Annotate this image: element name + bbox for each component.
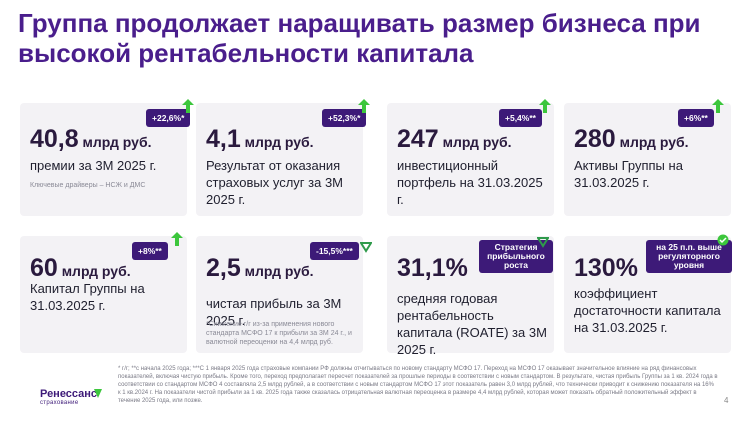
arrow-up-icon (539, 99, 551, 113)
growth-badge: +52,3%* (322, 109, 367, 127)
arrow-up-icon (712, 99, 724, 113)
metric-value: 280 млрд руб. (574, 125, 689, 153)
metric-description: Активы Группы на 31.03.2025 г. (574, 158, 683, 190)
strategy-badge: Стратегия прибыльного роста (479, 240, 553, 273)
growth-badge: +6%** (678, 109, 714, 127)
checkmark-icon (537, 237, 549, 248)
page-title: Группа продолжает наращивать размер бизн… (18, 8, 701, 68)
logo-subtitle: страхование (40, 400, 79, 406)
metric-description: Результат от оказания страховых услуг за… (206, 158, 344, 207)
arrow-up-icon (358, 99, 370, 113)
metric-card-net-profit: -15,5%*** 2,5 млрд руб. чистая прибыль з… (196, 236, 372, 353)
metric-description: средняя годовая рентабельность капитала … (397, 291, 547, 357)
metric-value: 31,1% (397, 254, 468, 282)
arrow-down-icon (360, 242, 372, 253)
metric-card-capital-adequacy: на 25 п.п. выше регуляторного уровня 130… (564, 234, 732, 353)
growth-badge: +8%** (132, 242, 168, 260)
logo-mark-icon (94, 389, 102, 398)
metric-card-roate: Стратегия прибыльного роста 31,1% средня… (387, 236, 554, 357)
metric-card-capital: +8%** 60 млрд руб. Капитал Группы на 31.… (20, 232, 187, 353)
metric-description: коэффициент достаточности капитала на 31… (574, 286, 721, 335)
metric-value: 130% (574, 254, 638, 282)
metric-value: 40,8 млрд руб. (30, 125, 152, 153)
arrow-up-icon (182, 99, 194, 113)
metric-card-assets: +6%** 280 млрд руб. Активы Группы на 31.… (564, 99, 731, 216)
metric-value: 60 млрд руб. (30, 254, 131, 282)
metric-card-premiums: +22,6%* 40,8 млрд руб. премии за 3М 2025… (20, 99, 194, 216)
metric-value: 4,1 млрд руб. (206, 125, 314, 153)
regulatory-badge: на 25 п.п. выше регуляторного уровня (646, 240, 732, 273)
company-logo: Ренессанс страхование (40, 388, 97, 406)
metric-description: премии за 3М 2025 г. (30, 158, 157, 173)
footnote: * г/г; **с начала 2025 года; ***С 1 янва… (118, 366, 718, 404)
page-number: 4 (724, 396, 729, 405)
metric-value: 247 млрд руб. (397, 125, 512, 153)
arrow-up-icon (171, 232, 183, 246)
metric-value: 2,5 млрд руб. (206, 254, 314, 282)
growth-badge: +5,4%** (499, 109, 542, 127)
metric-note: Ключевые драйверы – НСЖ и ДМС (30, 182, 146, 189)
metric-description: Капитал Группы на 31.03.2025 г. (30, 281, 145, 313)
metric-note: *Снижение г/г из-за применения нового ст… (206, 321, 352, 346)
logo-name: Ренессанс (40, 388, 98, 400)
growth-badge: +22,6%* (146, 109, 191, 127)
metric-description: инвестиционный портфель на 31.03.2025 г. (397, 158, 543, 207)
checkmark-circle-icon (717, 234, 729, 246)
metric-card-investment-portfolio: +5,4%** 247 млрд руб. инвестиционный пор… (387, 99, 554, 216)
metric-description: чистая прибыль за 3М 2025 г. (206, 296, 342, 328)
change-badge: -15,5%*** (310, 242, 359, 260)
metric-card-insurance-result: +52,3%* 4,1 млрд руб. Результат от оказа… (196, 99, 370, 216)
